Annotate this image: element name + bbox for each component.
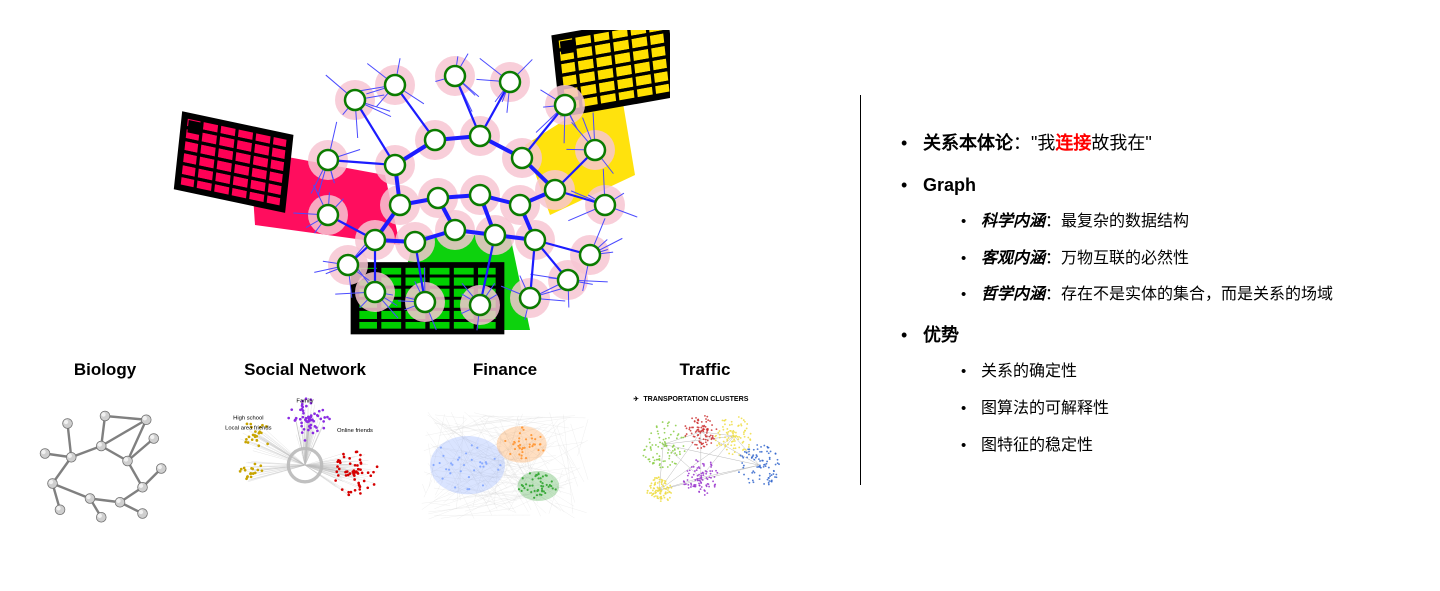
example-row: Biology Social Network Family High school…: [5, 360, 805, 541]
bullet-graph-sub2: 客观内涵：万物互联的必然性: [957, 247, 1415, 272]
svg-text:High school: High school: [233, 415, 263, 421]
bullet-ontology-q2: 故我在": [1091, 133, 1151, 153]
svg-text:Family: Family: [296, 399, 313, 405]
svg-text:Local area friends: Local area friends: [225, 425, 271, 431]
vertical-divider: [860, 95, 861, 485]
example-finance-label: Finance: [405, 360, 605, 380]
finance-figure: [410, 386, 600, 536]
bullet-adv-sub2: 图算法的可解释性: [957, 397, 1415, 422]
svg-text:TRANSPORTATION CLUSTERS: TRANSPORTATION CLUSTERS: [643, 395, 748, 403]
example-social-label: Social Network: [205, 360, 405, 380]
bullet-ontology-colon: ：: [1013, 133, 1031, 153]
bullet-graph-sub2-text: ：万物互联的必然性: [1045, 250, 1189, 267]
bullet-advantages: 优势 关系的确定性 图算法的可解释性 图特征的稳定性: [895, 322, 1415, 458]
graph-to-tables-figure: [150, 30, 670, 350]
bullet-graph-sub1-label: 科学内涵: [981, 213, 1045, 230]
svg-text:✈: ✈: [633, 395, 639, 403]
bullet-graph-sub1-text: ：最复杂的数据结构: [1045, 213, 1189, 230]
bullet-graph-sub3: 哲学内涵：存在不是实体的集合，而是关系的场域: [957, 283, 1415, 308]
example-biology: Biology: [5, 360, 205, 541]
bullet-graph-sub3-label: 哲学内涵: [981, 286, 1045, 303]
bullet-graph-title: Graph: [923, 175, 976, 195]
example-social: Social Network Family High school Local ar…: [205, 360, 405, 541]
example-traffic-label: Traffic: [605, 360, 805, 380]
bullet-ontology: 关系本体论："我连接故我在": [895, 130, 1415, 158]
bullet-adv-sub1: 关系的确定性: [957, 360, 1415, 385]
example-traffic: Traffic ✈ TRANSPORTATION CLUSTERS: [605, 360, 805, 541]
svg-text:Online friends: Online friends: [337, 428, 373, 434]
traffic-figure: ✈ TRANSPORTATION CLUSTERS: [610, 386, 800, 536]
bullet-ontology-term: 关系本体论: [923, 133, 1013, 153]
slide: Biology Social Network Family High school…: [0, 0, 1440, 591]
right-column: 关系本体论："我连接故我在" Graph 科学内涵：最复杂的数据结构 客观内涵：…: [895, 130, 1415, 472]
bullet-ontology-q1: "我: [1031, 133, 1055, 153]
bullet-graph-sub3-text: ：存在不是实体的集合，而是关系的场域: [1045, 286, 1333, 303]
social-figure: Family High school Local area friends Onlin…: [210, 386, 400, 536]
bullet-graph-sub2-label: 客观内涵: [981, 250, 1045, 267]
bullet-graph-sublist: 科学内涵：最复杂的数据结构 客观内涵：万物互联的必然性 哲学内涵：存在不是实体的…: [923, 210, 1415, 308]
bullet-advantages-sublist: 关系的确定性 图算法的可解释性 图特征的稳定性: [923, 360, 1415, 458]
left-column: Biology Social Network Family High school…: [0, 0, 800, 591]
bullet-graph: Graph 科学内涵：最复杂的数据结构 客观内涵：万物互联的必然性 哲学内涵：存…: [895, 172, 1415, 308]
bullet-graph-sub1: 科学内涵：最复杂的数据结构: [957, 210, 1415, 235]
bullet-advantages-title: 优势: [923, 325, 959, 345]
bullet-adv-sub3: 图特征的稳定性: [957, 434, 1415, 459]
biology-figure: [10, 386, 200, 536]
example-biology-label: Biology: [5, 360, 205, 380]
main-bullet-list: 关系本体论："我连接故我在" Graph 科学内涵：最复杂的数据结构 客观内涵：…: [895, 130, 1415, 458]
example-finance: Finance: [405, 360, 605, 541]
bullet-ontology-red: 连接: [1055, 133, 1091, 153]
